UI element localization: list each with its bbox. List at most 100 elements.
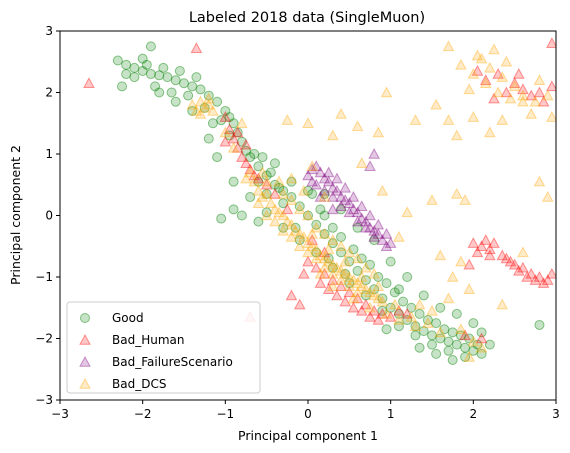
point-good-109 xyxy=(154,87,165,98)
point-bad-human-43 xyxy=(484,243,496,255)
point-bad-dcs-104 xyxy=(492,86,504,98)
point-bad-human-53 xyxy=(541,274,554,285)
point-good-69 xyxy=(307,188,318,199)
y-tick-label: 2 xyxy=(45,86,53,100)
point-bad-human-64 xyxy=(525,89,538,101)
legend-marker-bad-dcs xyxy=(79,377,91,389)
point-good-15 xyxy=(232,127,243,138)
point-bad-dcs-65 xyxy=(351,252,364,264)
point-good-139 xyxy=(381,324,392,335)
point-bad-dcs-109 xyxy=(488,43,500,55)
point-bad-human-20 xyxy=(335,280,347,291)
point-bad-dcs-15 xyxy=(277,209,290,221)
point-bad-human-58 xyxy=(529,274,542,285)
point-bad-dcs-7 xyxy=(186,98,199,110)
point-bad-failurescenario-14 xyxy=(360,215,372,227)
point-good-55 xyxy=(129,72,140,83)
point-good-44 xyxy=(460,342,471,353)
point-bad-human-52 xyxy=(533,270,546,282)
point-bad-failurescenario-32 xyxy=(347,190,360,202)
point-bad-dcs-128 xyxy=(463,350,476,362)
point-good-76 xyxy=(365,259,375,270)
y-tick-label: −2 xyxy=(35,332,53,346)
point-good-71 xyxy=(319,210,330,221)
point-bad-human-29 xyxy=(331,289,343,301)
point-good-65 xyxy=(274,182,285,193)
point-bad-dcs-102 xyxy=(463,83,476,95)
point-good-73 xyxy=(336,232,347,243)
point-good-23 xyxy=(286,192,297,203)
point-bad-dcs-8 xyxy=(236,117,248,128)
point-bad-dcs-4 xyxy=(207,104,219,116)
point-bad-human-1 xyxy=(190,42,203,53)
point-bad-dcs-127 xyxy=(475,341,488,353)
point-bad-human-0 xyxy=(83,77,95,89)
point-bad-dcs-30 xyxy=(339,267,352,279)
point-good-104 xyxy=(228,176,239,187)
point-good-120 xyxy=(402,272,413,282)
point-bad-dcs-110 xyxy=(450,187,463,199)
point-bad-dcs-98 xyxy=(529,95,542,107)
point-bad-dcs-135 xyxy=(318,190,331,202)
x-tick-label: 2 xyxy=(470,407,478,421)
point-good-99 xyxy=(311,247,322,258)
point-bad-dcs-40 xyxy=(248,175,261,187)
point-bad-failurescenario-20 xyxy=(310,178,323,190)
legend-box xyxy=(66,301,261,394)
point-bad-dcs-1 xyxy=(198,101,211,113)
x-tick-label: −1 xyxy=(216,407,234,421)
point-bad-failurescenario-16 xyxy=(368,224,380,236)
point-good-30 xyxy=(344,256,355,267)
point-good-6 xyxy=(162,72,173,83)
point-good-122 xyxy=(435,302,446,313)
point-bad-human-49 xyxy=(508,258,521,270)
point-good-102 xyxy=(261,207,272,218)
point-bad-dcs-113 xyxy=(393,230,405,242)
point-bad-dcs-106 xyxy=(525,107,538,119)
point-good-67 xyxy=(261,188,272,199)
point-good-2 xyxy=(129,62,140,73)
point-bad-dcs-58 xyxy=(293,203,306,215)
point-good-89 xyxy=(472,339,483,350)
point-bad-failurescenario-9 xyxy=(339,194,352,205)
point-bad-failurescenario-40 xyxy=(314,190,327,202)
point-good-134 xyxy=(323,253,334,264)
point-bad-human-73 xyxy=(512,67,525,79)
point-good-61 xyxy=(224,130,235,141)
point-good-131 xyxy=(228,204,239,215)
point-bad-dcs-25 xyxy=(318,252,331,264)
point-bad-dcs-14 xyxy=(273,206,285,218)
point-good-110 xyxy=(121,69,132,80)
point-bad-dcs-56 xyxy=(277,187,290,199)
x-tick-label: 1 xyxy=(387,407,395,421)
point-bad-dcs-133 xyxy=(376,184,389,196)
point-good-25 xyxy=(303,210,313,221)
point-bad-failurescenario-6 xyxy=(326,181,339,193)
point-good-85 xyxy=(439,324,450,335)
point-bad-human-34 xyxy=(372,313,385,325)
point-good-9 xyxy=(187,81,198,92)
point-bad-dcs-129 xyxy=(496,298,509,310)
point-bad-dcs-118 xyxy=(463,283,476,295)
point-bad-dcs-78 xyxy=(302,117,314,128)
point-bad-dcs-125 xyxy=(455,323,467,335)
point-bad-dcs-145 xyxy=(372,280,385,291)
point-bad-human-18 xyxy=(318,267,331,279)
point-good-1 xyxy=(121,59,132,70)
point-bad-human-12 xyxy=(240,138,252,150)
point-bad-human-11 xyxy=(231,126,244,138)
point-bad-dcs-62 xyxy=(326,234,339,245)
point-bad-dcs-119 xyxy=(442,292,455,304)
point-bad-dcs-27 xyxy=(326,258,339,270)
point-good-80 xyxy=(398,296,409,307)
point-bad-dcs-48 xyxy=(293,240,306,251)
point-good-34 xyxy=(377,293,388,304)
point-bad-dcs-50 xyxy=(310,252,323,264)
point-good-47 xyxy=(484,339,495,350)
point-bad-dcs-83 xyxy=(430,98,442,110)
point-bad-human-26 xyxy=(384,310,397,322)
point-bad-human-65 xyxy=(533,86,546,98)
point-bad-dcs-46 xyxy=(277,224,290,236)
point-bad-failurescenario-13 xyxy=(355,212,368,224)
